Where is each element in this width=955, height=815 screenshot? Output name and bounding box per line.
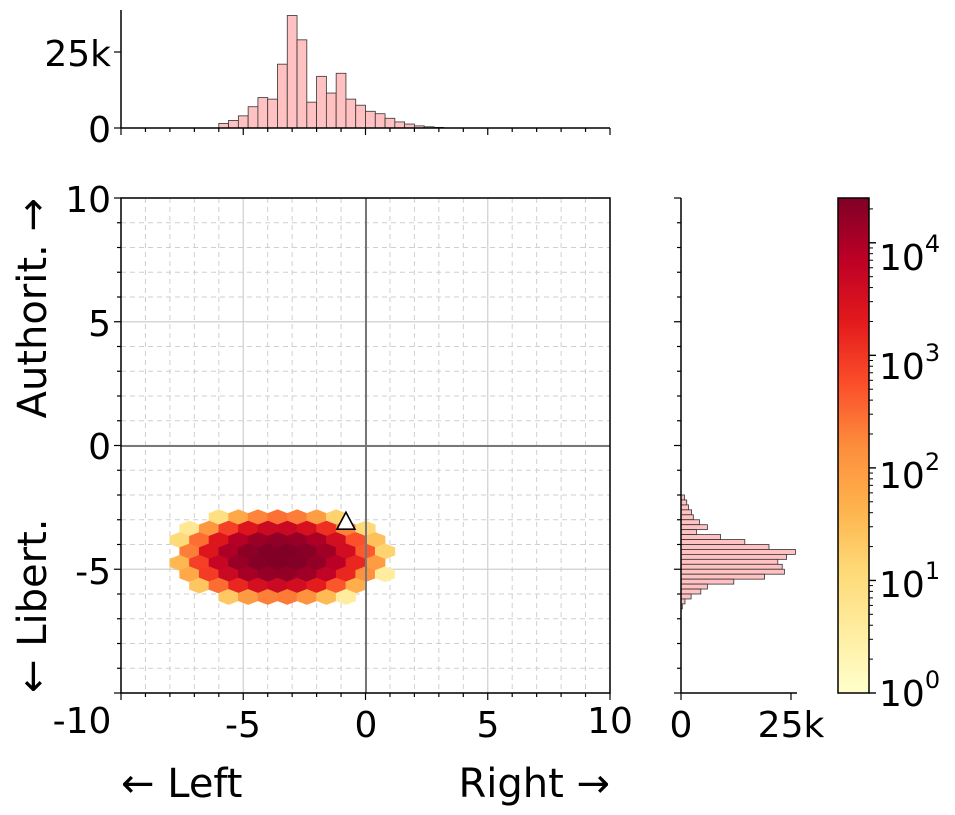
right-hist-bar bbox=[680, 544, 770, 550]
x-axis-label-left: ← Left bbox=[121, 761, 242, 807]
right-hist-tick-label: 0 bbox=[670, 705, 693, 746]
right-hist-bar bbox=[680, 578, 735, 585]
y-axis-label-bottom: ← Libert. bbox=[10, 519, 56, 693]
right-hist-bar bbox=[680, 499, 688, 506]
top-hist-bar bbox=[277, 63, 288, 129]
colorbar-tick-labels: 100 101 102 103 104 bbox=[879, 230, 940, 715]
top-hist-bar bbox=[316, 75, 327, 129]
top-hist-bar bbox=[325, 92, 337, 129]
top-hist-bar bbox=[286, 15, 298, 129]
right-hist-bar bbox=[680, 554, 787, 560]
right-hist-bar bbox=[680, 514, 694, 521]
top-hist-bar bbox=[296, 39, 308, 129]
top-hist-bar bbox=[335, 72, 347, 129]
top-histogram bbox=[114, 10, 611, 135]
top-hist-bar bbox=[247, 106, 259, 129]
top-hist-bar bbox=[384, 117, 396, 129]
x-tick-label: 5 bbox=[477, 705, 500, 746]
right-hist-bar bbox=[680, 534, 721, 540]
y-tick-label: 10 bbox=[65, 180, 111, 221]
top-histogram-bars bbox=[218, 15, 445, 129]
top-hist-bar bbox=[365, 110, 376, 129]
x-tick-label: 10 bbox=[587, 701, 633, 742]
top-hist-bar bbox=[355, 104, 366, 129]
right-hist-tick-label: 25k bbox=[758, 705, 825, 746]
x-tick-label: 0 bbox=[355, 705, 378, 746]
right-hist-bar bbox=[680, 558, 779, 565]
right-hist-bar bbox=[680, 504, 689, 511]
colorbar-tick-label: 103 bbox=[879, 339, 940, 388]
x-tick-label: -10 bbox=[53, 701, 112, 742]
colorbar-ticks bbox=[869, 208, 876, 694]
top-hist-tick-label: 0 bbox=[88, 110, 111, 151]
right-hist-ticks bbox=[674, 197, 792, 700]
right-hist-bar bbox=[680, 539, 746, 545]
x-tick-label: -5 bbox=[225, 705, 261, 746]
main-plot bbox=[114, 197, 611, 700]
top-hist-bar bbox=[394, 121, 406, 129]
top-hist-bar bbox=[267, 98, 278, 129]
colorbar-tick-label: 104 bbox=[879, 230, 940, 279]
colorbar-tick-label: 100 bbox=[879, 666, 940, 715]
top-hist-tick-label: 25k bbox=[44, 34, 111, 75]
marker-triangle bbox=[335, 510, 357, 531]
right-histogram bbox=[674, 197, 797, 700]
colorbar-tick-label: 101 bbox=[879, 557, 940, 606]
colorbar-gradient bbox=[837, 197, 870, 694]
right-hist-bar bbox=[680, 509, 692, 516]
top-hist-bar bbox=[228, 120, 239, 129]
tick-labels: -10 -5 0 5 10 -5 0 5 10 0 25k 0 25k bbox=[44, 34, 824, 746]
hex-cell bbox=[374, 566, 396, 583]
top-hist-bar bbox=[306, 101, 318, 129]
right-hist-bar bbox=[680, 524, 708, 531]
marker-triangle-shape bbox=[335, 510, 357, 531]
top-hist-bar bbox=[374, 113, 386, 129]
right-hist-bar bbox=[680, 563, 783, 570]
right-hist-bar bbox=[680, 519, 700, 526]
right-hist-bar bbox=[680, 593, 692, 600]
right-hist-bar bbox=[680, 583, 708, 590]
right-hist-bar bbox=[680, 573, 765, 580]
top-hist-bar bbox=[237, 115, 249, 129]
right-hist-bar bbox=[680, 588, 702, 595]
y-tick-label: 0 bbox=[88, 427, 111, 468]
top-hist-bar bbox=[345, 98, 357, 129]
right-histogram-bars bbox=[680, 494, 796, 610]
top-hist-ticks bbox=[114, 51, 611, 135]
y-tick-label: 5 bbox=[88, 304, 111, 345]
axis-labels: ← Left Right → ← Libert. Authorit. → bbox=[10, 198, 610, 807]
right-hist-bar bbox=[680, 549, 796, 555]
hexbin-cells bbox=[169, 509, 396, 605]
top-hist-bar bbox=[257, 97, 269, 129]
main-ticks bbox=[114, 197, 611, 700]
right-hist-bar bbox=[680, 529, 697, 536]
colorbar bbox=[837, 197, 876, 694]
y-tick-label: -5 bbox=[75, 552, 111, 593]
colorbar-tick-label: 102 bbox=[879, 448, 940, 497]
x-axis-label-right: Right → bbox=[458, 761, 610, 807]
right-hist-bar bbox=[680, 568, 785, 575]
y-axis-label-top: Authorit. → bbox=[10, 198, 56, 418]
hex-cell bbox=[335, 589, 357, 605]
